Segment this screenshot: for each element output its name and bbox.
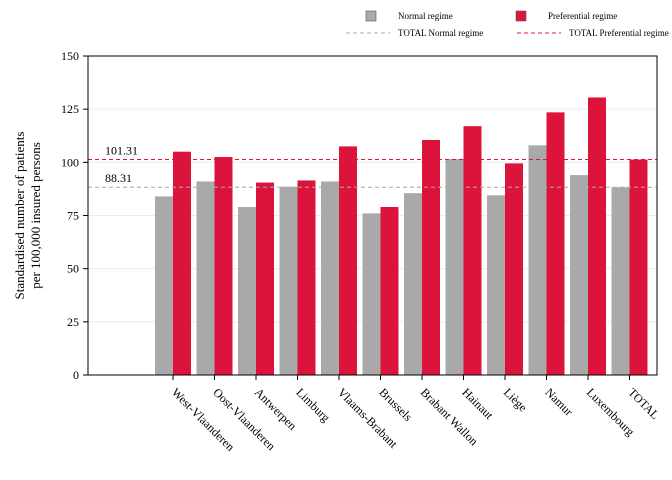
y-tick-label: 50: [67, 262, 79, 276]
bar-normal-regime: [487, 195, 505, 375]
x-tick-label: TOTAL: [625, 385, 662, 422]
bar-normal-regime: [528, 145, 547, 375]
bar-normal-regime: [570, 175, 588, 375]
y-tick-label: 25: [67, 315, 79, 329]
y-tick-labels: 0 25 50 75 100 125 150: [61, 49, 79, 382]
bar-normal-regime: [362, 213, 381, 375]
bar-normal-regime: [321, 181, 339, 375]
bar-normal-regime: [196, 181, 215, 375]
legend: Normal regime Preferential regime TOTAL No…: [346, 10, 669, 38]
bar-normal-regime: [611, 187, 630, 375]
y-tick-label: 75: [67, 209, 79, 223]
reference-line-label: 88.31: [105, 171, 132, 185]
bar-preferential-regime: [463, 126, 482, 376]
x-tick-label: Brussels: [376, 385, 415, 424]
reference-line-label: 101.31: [105, 144, 138, 158]
bar-preferential-regime: [546, 112, 565, 376]
bar-preferential-regime: [629, 159, 648, 375]
bar-normal-regime: [279, 186, 298, 375]
legend-entry: TOTAL Normal regime: [398, 28, 483, 38]
y-tick-label: 150: [61, 49, 79, 63]
bar-preferential-regime: [173, 151, 191, 375]
bar-preferential-regime: [380, 206, 399, 375]
x-tick-label: Namur: [542, 385, 575, 418]
bar-preferential-regime: [422, 140, 440, 375]
y-axis-label-line: per 100,000 insured persons: [28, 142, 43, 289]
bars: [155, 97, 648, 376]
legend-entry: Normal regime: [398, 11, 453, 21]
y-axis-label-line: Standardised number of patients: [12, 132, 27, 300]
y-tick-label: 100: [61, 155, 79, 169]
x-tick-label: Liège: [501, 385, 530, 414]
bar-normal-regime: [238, 206, 256, 375]
bar-preferential-regime: [297, 180, 316, 375]
bar-normal-regime: [404, 193, 422, 375]
legend-swatch: [515, 10, 527, 22]
legend-swatch: [365, 10, 377, 22]
y-axis-label: Standardised number of patients per 100,0…: [12, 132, 43, 300]
legend-entry: TOTAL Preferential regime: [569, 28, 669, 38]
bar-normal-regime: [445, 159, 464, 375]
x-tick-label: Hainaut: [459, 385, 496, 422]
bar-normal-regime: [155, 196, 173, 375]
bar-preferential-regime: [339, 146, 357, 375]
y-tick-label: 0: [73, 368, 79, 382]
bar-preferential-regime: [505, 163, 523, 375]
bar-preferential-regime: [256, 182, 274, 375]
x-tick-labels: West-VlaanderenOost-VlaanderenAntwerpenL…: [169, 385, 662, 454]
x-tick-label: Limburg: [293, 385, 332, 424]
bar-preferential-regime: [214, 157, 233, 375]
bar-preferential-regime: [588, 97, 606, 375]
legend-entry: Preferential regime: [548, 11, 617, 21]
reference-lines: 88.31 101.31: [88, 144, 657, 188]
axes: [83, 55, 658, 380]
y-tick-label: 125: [61, 102, 79, 116]
